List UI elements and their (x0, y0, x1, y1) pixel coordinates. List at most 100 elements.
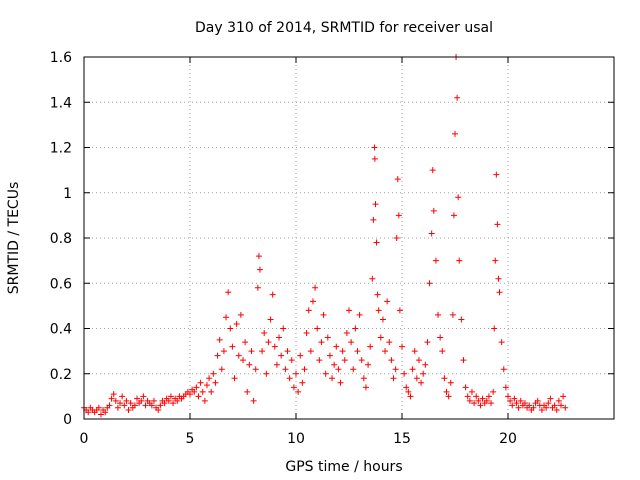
data-point (365, 361, 372, 368)
data-point (284, 348, 291, 355)
data-point (335, 366, 342, 373)
data-point (218, 366, 225, 373)
axis-ticks: 0 5 10 15 20 0 0.2 0.4 0.6 0.8 1 1.2 1.4 1.6 (50, 50, 614, 447)
data-point (225, 289, 232, 296)
data-point (341, 357, 348, 364)
data-point (409, 366, 416, 373)
data-point (102, 409, 109, 416)
x-axis-label: GPS time / hours (285, 459, 402, 475)
data-point (384, 298, 391, 305)
data-point (295, 388, 302, 395)
data-point (333, 343, 340, 350)
data-point (468, 388, 475, 395)
data-point (208, 388, 215, 395)
data-point (346, 307, 352, 314)
data-point (148, 402, 155, 409)
data-point (356, 311, 363, 318)
data-point (415, 357, 422, 364)
data-point (309, 298, 316, 305)
y-tick-label: 0.4 (50, 322, 72, 338)
data-point (505, 393, 511, 400)
data-point (418, 379, 425, 386)
data-point (288, 357, 295, 364)
data-point (157, 402, 164, 409)
data-point (117, 400, 124, 407)
data-point (246, 361, 253, 368)
data-point (255, 253, 262, 260)
data-point (174, 397, 181, 404)
data-point (479, 395, 486, 402)
data-point (513, 400, 520, 407)
data-point (447, 379, 454, 386)
data-point (127, 400, 134, 407)
data-point (191, 388, 198, 395)
data-point (320, 311, 327, 318)
data-point (411, 348, 418, 355)
data-point (511, 395, 518, 402)
data-point (392, 366, 399, 373)
data-point (471, 400, 478, 407)
data-point (441, 375, 448, 382)
data-point (276, 334, 283, 341)
data-point (231, 375, 238, 382)
data-point (240, 357, 246, 364)
data-point (134, 395, 140, 402)
data-point (85, 409, 92, 416)
data-point (352, 325, 359, 332)
data-point (297, 352, 304, 359)
data-point (199, 388, 206, 395)
data-point (553, 406, 560, 413)
data-point (386, 339, 393, 346)
data-point (456, 257, 463, 264)
data-point (452, 130, 458, 137)
data-point (329, 375, 336, 382)
y-tick-label: 1.4 (50, 95, 72, 111)
data-point (488, 400, 495, 407)
data-point (167, 393, 174, 400)
data-point (314, 325, 321, 332)
grid (84, 57, 614, 419)
data-point (454, 94, 461, 101)
data-point (138, 397, 145, 404)
data-point (312, 284, 319, 291)
data-point (301, 366, 308, 373)
data-point (562, 404, 569, 411)
data-point (413, 375, 420, 382)
data-point (458, 316, 465, 323)
y-axis-label: SRMTID / TECUs (6, 182, 22, 295)
data-point (316, 357, 323, 364)
data-point (140, 393, 147, 400)
data-point (371, 155, 378, 162)
data-point (422, 361, 429, 368)
data-point (388, 357, 395, 364)
y-tick-label: 0.6 (50, 276, 72, 292)
data-point (261, 330, 268, 337)
data-point (394, 176, 401, 183)
data-point (305, 307, 312, 314)
data-point (212, 379, 219, 386)
data-point (360, 375, 367, 382)
data-point (538, 406, 545, 413)
data-point (307, 348, 314, 355)
data-point (515, 404, 522, 411)
y-tick-label: 1.6 (50, 50, 72, 66)
data-point (491, 325, 498, 332)
chart-title: Day 310 of 2014, SRMTID for receiver usa… (195, 20, 493, 36)
data-point (244, 388, 251, 395)
data-point (551, 402, 558, 409)
data-point (462, 384, 469, 391)
x-tick-label: 20 (499, 431, 517, 447)
data-point (502, 384, 509, 391)
data-point (326, 352, 333, 359)
data-point (492, 257, 499, 264)
data-point (490, 388, 497, 395)
data-point (220, 348, 227, 355)
data-point (250, 397, 257, 404)
data-point (337, 379, 344, 386)
data-point (449, 311, 456, 318)
data-point (237, 311, 244, 318)
data-point (299, 379, 306, 386)
data-point (477, 402, 484, 409)
data-point (460, 357, 467, 364)
data-point (407, 393, 414, 400)
